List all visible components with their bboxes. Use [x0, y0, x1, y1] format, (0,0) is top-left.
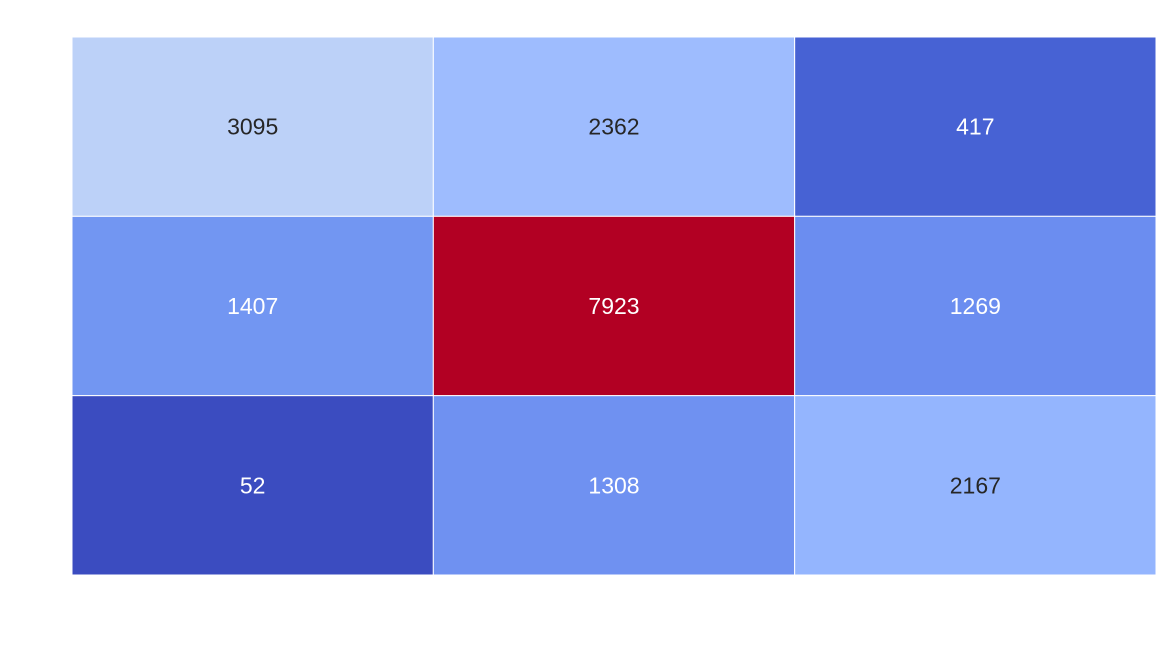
heatmap-cell-r2-c0	[71, 395, 434, 576]
heatmap-value-label-r1-c1: 7923	[588, 293, 639, 319]
heatmap-value-label-r2-c2: 2167	[950, 472, 1001, 498]
heatmap-value-label-r1-c0: 1407	[227, 293, 278, 319]
heatmap-value-label-r2-c0: 52	[240, 472, 266, 498]
heatmap-cell-r0-c0	[71, 36, 434, 217]
heatmap-value-label-r0-c1: 2362	[588, 114, 639, 140]
heatmap-cell-r1-c2	[794, 215, 1157, 397]
heatmap-cell-r1-c1	[432, 215, 796, 397]
heatmap-cell-r2-c2	[794, 395, 1157, 576]
heatmap-value-label-r0-c2: 417	[956, 114, 994, 140]
heatmap-value-label-r1-c2: 1269	[950, 293, 1001, 319]
heatmap-cell-r1-c0	[71, 215, 434, 397]
heatmap-value-labels: 3095 2362 417 1407 7923 1269 52 1308 2167	[227, 114, 1001, 499]
heatmap-cell-r0-c2	[794, 36, 1157, 217]
heatmap-cell-r0-c1	[432, 36, 796, 217]
heatmap-value-label-r2-c1: 1308	[588, 472, 639, 498]
heatmap-cells	[71, 36, 1157, 576]
heatmap-cell-r2-c1	[432, 395, 796, 576]
heatmap-value-label-r0-c0: 3095	[227, 114, 278, 140]
